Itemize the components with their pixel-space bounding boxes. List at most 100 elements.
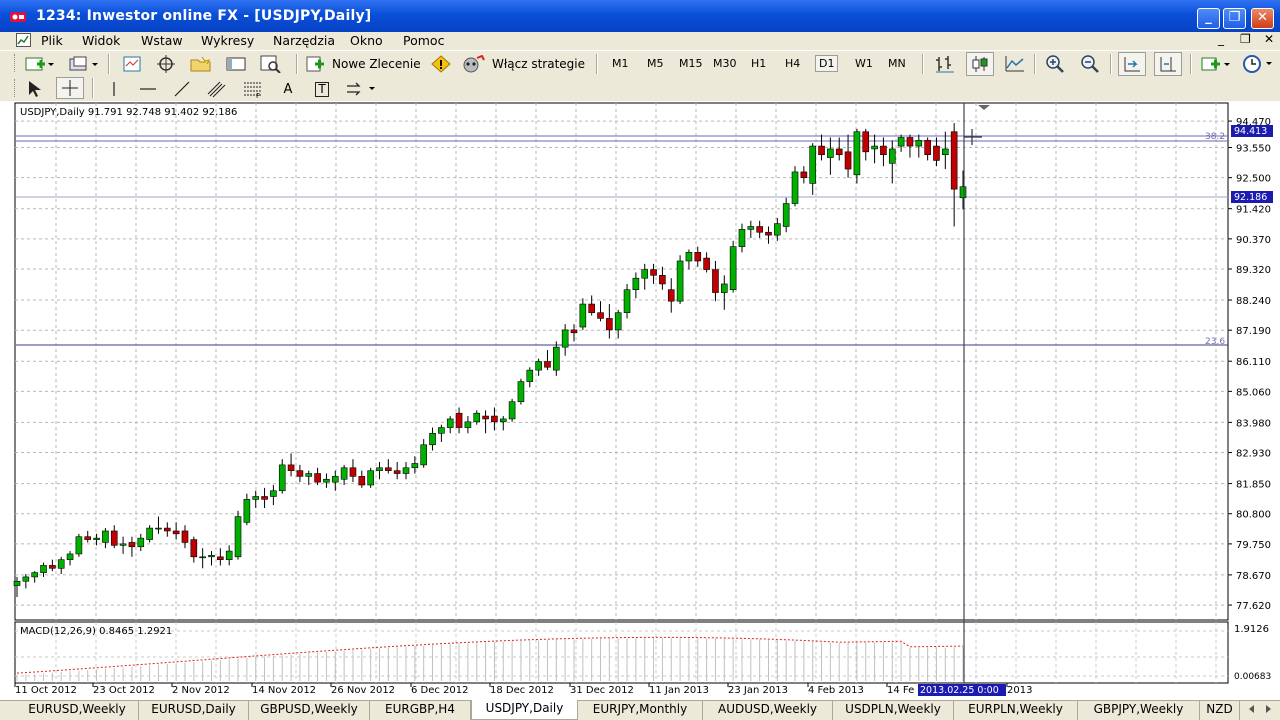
periods-button[interactable]: [1240, 54, 1276, 74]
bullish-candle: [942, 148, 949, 155]
crosshair-tool-button[interactable]: [56, 77, 84, 99]
bearish-candle: [172, 530, 180, 535]
menu-plik[interactable]: Plik: [41, 33, 63, 48]
bullish-candle: [13, 580, 21, 586]
mdi-minimize-button[interactable]: _: [1218, 32, 1224, 46]
new-order-button[interactable]: Nowe Zlecenie: [305, 54, 423, 74]
bar-chart-button[interactable]: [932, 54, 958, 74]
enable-strategies-button[interactable]: Włącz strategie: [462, 54, 590, 74]
menu-wstaw[interactable]: Wstaw: [141, 33, 183, 48]
tab-usdjpy-daily[interactable]: USDJPY,Daily: [471, 700, 578, 720]
arrows-dropdown-button[interactable]: [344, 79, 380, 99]
bearish-candle: [880, 145, 887, 155]
bullish-candle: [623, 289, 631, 313]
bullish-candle: [553, 346, 560, 371]
line-chart-button[interactable]: [1002, 54, 1028, 74]
tab-usdpln-weekly[interactable]: USDPLN,Weekly: [833, 701, 954, 720]
cursor-tool-button[interactable]: [22, 79, 46, 99]
menu-okno[interactable]: Okno: [350, 33, 383, 48]
indicators-button[interactable]: [1198, 54, 1232, 74]
bearish-candle: [765, 231, 772, 236]
navigator-button[interactable]: [188, 54, 214, 74]
text-label-button[interactable]: T: [310, 79, 334, 99]
minimize-button[interactable]: _: [1197, 8, 1220, 29]
timeframe-w1[interactable]: W1: [855, 57, 873, 70]
horizontal-line-button[interactable]: [136, 79, 160, 99]
bullish-candle: [66, 553, 74, 560]
toolbar-separator: [1110, 54, 1112, 74]
bullish-candle: [676, 260, 684, 302]
strategy-tester-button[interactable]: [258, 54, 284, 74]
bullish-candle: [473, 412, 481, 423]
menu-narzedzia[interactable]: Narzędzia: [273, 33, 336, 48]
timeframe-d1[interactable]: D1: [815, 55, 839, 72]
tab-eurusd-weekly[interactable]: EURUSD,Weekly: [16, 701, 139, 720]
mdi-restore-button[interactable]: ❐: [1240, 32, 1251, 46]
bearish-candle: [659, 275, 666, 285]
auto-scroll-button[interactable]: [1118, 52, 1146, 76]
data-window-button[interactable]: [154, 54, 178, 74]
vertical-line-button[interactable]: [102, 79, 126, 99]
profiles-button[interactable]: [66, 54, 100, 74]
current-price-box: [1231, 191, 1273, 203]
auto-scroll-icon: [1124, 57, 1140, 72]
bullish-candle: [517, 381, 525, 403]
tab-gbpjpy-weekly[interactable]: GBPJPY,Weekly: [1078, 701, 1200, 720]
tab-eurjpy-monthly[interactable]: EURJPY,Monthly: [578, 701, 703, 720]
tab-gbpusd-weekly[interactable]: GBPUSD,Weekly: [249, 701, 370, 720]
tab-scroll-arrows[interactable]: [1240, 701, 1280, 720]
maximize-button[interactable]: ❐: [1223, 8, 1246, 29]
market-watch-button[interactable]: [120, 54, 144, 74]
date-tick-label: 23 Oct 2012: [93, 685, 155, 696]
bullish-candle: [137, 537, 145, 548]
bullish-candle: [155, 527, 162, 530]
mdi-close-button[interactable]: ✕: [1264, 32, 1275, 46]
alert-button[interactable]: [428, 54, 454, 74]
bearish-candle: [667, 289, 675, 302]
navigator-folder-icon: [190, 56, 211, 72]
timeframe-m30[interactable]: M30: [713, 57, 737, 70]
bullish-candle: [75, 536, 83, 555]
bullish-candle: [561, 329, 569, 348]
candlestick-chart-button[interactable]: [966, 52, 994, 76]
bullish-candle: [146, 527, 153, 540]
price-tick-label: 86.110: [1236, 357, 1271, 368]
bearish-candle: [261, 496, 268, 500]
zoom-in-button[interactable]: [1042, 54, 1068, 74]
text-tool-button[interactable]: A: [276, 79, 300, 99]
bearish-candle: [190, 539, 198, 558]
tab-eurusd-daily[interactable]: EURUSD,Daily: [139, 701, 249, 720]
terminal-button[interactable]: [224, 54, 248, 74]
chart-shift-button[interactable]: [1154, 52, 1182, 76]
timeframe-m15[interactable]: M15: [679, 57, 703, 70]
equidistant-channel-button[interactable]: [204, 79, 230, 99]
new-chart-button[interactable]: [22, 54, 56, 74]
tab-audusd-weekly[interactable]: AUDUSD,Weekly: [703, 701, 833, 720]
tab-eurpln-weekly[interactable]: EURPLN,Weekly: [954, 701, 1078, 720]
bullish-candle: [119, 543, 127, 546]
timeframe-m1[interactable]: M1: [612, 57, 629, 70]
date-tick-label: 18 Dec 2012: [490, 685, 554, 696]
menu-pomoc[interactable]: Pomoc: [403, 33, 445, 48]
timeframe-m5[interactable]: M5: [647, 57, 664, 70]
chart-window[interactable]: 94.470 93.550 92.500 91.420 90.370 89.320 88.2…: [0, 101, 1280, 700]
tab-nzd[interactable]: NZD: [1200, 701, 1240, 720]
timeframe-mn[interactable]: MN: [888, 57, 906, 70]
toolbar-separator: [596, 54, 598, 74]
trendline-button[interactable]: [170, 79, 194, 99]
zoom-out-button[interactable]: [1077, 54, 1103, 74]
menu-widok[interactable]: Widok: [82, 33, 121, 48]
timeframe-h4[interactable]: H4: [785, 57, 801, 70]
price-chart[interactable]: 94.470 93.550 92.500 91.420 90.370 89.320 88.2…: [0, 101, 1280, 700]
bullish-candle: [243, 499, 251, 523]
bearish-candle: [906, 137, 914, 147]
fibonacci-button[interactable]: F: [240, 79, 266, 99]
date-tick-label: 23 Jan 2013: [728, 685, 788, 696]
menu-wykresy[interactable]: Wykresy: [201, 33, 255, 48]
chart-document-icon: [16, 33, 31, 47]
timeframe-h1[interactable]: H1: [751, 57, 767, 70]
close-button[interactable]: ✕: [1251, 8, 1274, 29]
new-order-label: Nowe Zlecenie: [332, 57, 421, 71]
zoom-out-icon: [1081, 55, 1099, 73]
tab-eurgbp-h4[interactable]: EURGBP,H4: [370, 701, 471, 720]
